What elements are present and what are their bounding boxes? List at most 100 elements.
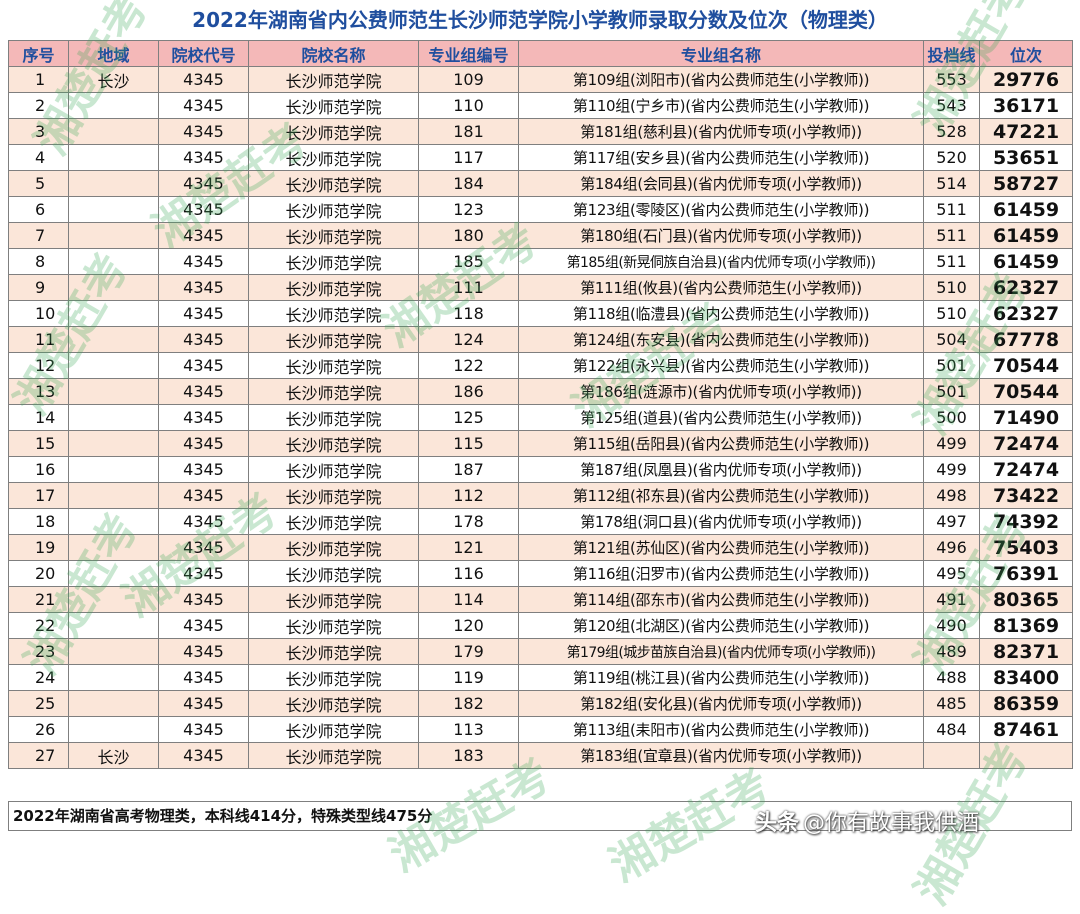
cell-school-name: 长沙师范学院 — [248, 92, 419, 119]
cell-school-name: 长沙师范学院 — [248, 456, 419, 483]
cell-school-code: 4345 — [158, 742, 249, 769]
cell-cutoff-score: 520 — [923, 144, 980, 171]
cell-school-code: 4345 — [158, 690, 249, 717]
cell-index: 23 — [8, 638, 69, 665]
cell-group-name: 第119组(桃江县)(省内公费师范生(小学教师)) — [518, 664, 924, 691]
table-row: 26 4345 长沙师范学院 113 第113组(耒阳市)(省内公费师范生(小学教师))… — [8, 716, 1073, 743]
table-row: 2 4345 长沙师范学院 110 第110组(宁乡市)(省内公费师范生(小学教师)) 5… — [8, 92, 1073, 119]
cell-cutoff-score: 510 — [923, 300, 980, 327]
cell-region — [68, 612, 159, 639]
cell-cutoff-score: 501 — [923, 378, 980, 405]
cell-index: 19 — [8, 534, 69, 561]
cell-cutoff-score: 514 — [923, 170, 980, 197]
column-header-school-code: 院校代号 — [158, 40, 249, 67]
cell-school-name: 长沙师范学院 — [248, 482, 419, 509]
cell-region — [68, 430, 159, 457]
cell-region: 长沙 — [68, 66, 159, 93]
cell-school-name: 长沙师范学院 — [248, 534, 419, 561]
cell-school-name: 长沙师范学院 — [248, 742, 419, 769]
cell-school-code: 4345 — [158, 560, 249, 587]
cell-school-name: 长沙师范学院 — [248, 352, 419, 379]
cell-school-code: 4345 — [158, 92, 249, 119]
table-row: 12 4345 长沙师范学院 122 第122组(永兴县)(省内公费师范生(小学教师))… — [8, 352, 1073, 379]
table-row: 11 4345 长沙师范学院 124 第124组(东安县)(省内公费师范生(小学教师))… — [8, 326, 1073, 353]
cell-rank: 61459 — [979, 248, 1073, 275]
cell-region — [68, 248, 159, 275]
cell-school-code: 4345 — [158, 222, 249, 249]
cell-group-name: 第113组(耒阳市)(省内公费师范生(小学教师)) — [518, 716, 924, 743]
cell-group-name: 第109组(浏阳市)(省内公费师范生(小学教师)) — [518, 66, 924, 93]
cell-group-name: 第111组(攸县)(省内公费师范生(小学教师)) — [518, 274, 924, 301]
cell-rank: 47221 — [979, 118, 1073, 145]
cell-region — [68, 664, 159, 691]
cell-group-name: 第120组(北湖区)(省内公费师范生(小学教师)) — [518, 612, 924, 639]
cell-index: 15 — [8, 430, 69, 457]
cell-group-code: 178 — [418, 508, 519, 535]
cell-school-name: 长沙师范学院 — [248, 716, 419, 743]
cell-school-name: 长沙师范学院 — [248, 66, 419, 93]
cell-group-name: 第185组(新晃侗族自治县)(省内优师专项(小学教师)) — [518, 248, 924, 275]
cell-region — [68, 92, 159, 119]
cell-school-code: 4345 — [158, 118, 249, 145]
table-row: 14 4345 长沙师范学院 125 第125组(道县)(省内公费师范生(小学教师)) 5… — [8, 404, 1073, 431]
cell-school-code: 4345 — [158, 456, 249, 483]
cell-school-code: 4345 — [158, 378, 249, 405]
cell-group-code: 121 — [418, 534, 519, 561]
cell-rank: 80365 — [979, 586, 1073, 613]
cell-rank: 74392 — [979, 508, 1073, 535]
cell-index: 16 — [8, 456, 69, 483]
cell-region — [68, 196, 159, 223]
table-row: 10 4345 长沙师范学院 118 第118组(临澧县)(省内公费师范生(小学教师))… — [8, 300, 1073, 327]
cell-group-code: 115 — [418, 430, 519, 457]
author-handle: @你有故事我供酒 — [803, 811, 980, 836]
cell-rank: 61459 — [979, 222, 1073, 249]
cell-group-code: 125 — [418, 404, 519, 431]
cell-region — [68, 274, 159, 301]
cell-group-code: 114 — [418, 586, 519, 613]
cell-school-code: 4345 — [158, 274, 249, 301]
cell-school-code: 4345 — [158, 508, 249, 535]
cell-region — [68, 560, 159, 587]
cell-group-code: 119 — [418, 664, 519, 691]
cell-index: 22 — [8, 612, 69, 639]
table-row: 16 4345 长沙师范学院 187 第187组(凤凰县)(省内优师专项(小学教师)) 4… — [8, 456, 1073, 483]
cell-region — [68, 638, 159, 665]
cell-cutoff-score: 500 — [923, 404, 980, 431]
cell-group-code: 184 — [418, 170, 519, 197]
cell-group-name: 第112组(祁东县)(省内公费师范生(小学教师)) — [518, 482, 924, 509]
cell-group-name: 第124组(东安县)(省内公费师范生(小学教师)) — [518, 326, 924, 353]
cell-region — [68, 716, 159, 743]
cell-school-code: 4345 — [158, 586, 249, 613]
cell-region — [68, 508, 159, 535]
cell-region — [68, 482, 159, 509]
cell-school-name: 长沙师范学院 — [248, 404, 419, 431]
cell-group-name: 第178组(洞口县)(省内优师专项(小学教师)) — [518, 508, 924, 535]
cell-school-code: 4345 — [158, 248, 249, 275]
cell-index: 5 — [8, 170, 69, 197]
cell-school-name: 长沙师范学院 — [248, 612, 419, 639]
cell-group-code: 123 — [418, 196, 519, 223]
table-row: 25 4345 长沙师范学院 182 第182组(安化县)(省内优师专项(小学教师)) 4… — [8, 690, 1073, 717]
table-row: 1 长沙 4345 长沙师范学院 109 第109组(浏阳市)(省内公费师范生(小学教师)… — [8, 66, 1073, 93]
table-row: 21 4345 长沙师范学院 114 第114组(邵东市)(省内公费师范生(小学教师))… — [8, 586, 1073, 613]
cell-rank: 76391 — [979, 560, 1073, 587]
admission-table: 序号 地域 院校代号 院校名称 专业组编号 专业组名称 投档线 位次 1 长沙 4345 长沙师范学… — [8, 40, 1073, 769]
column-header-rank: 位次 — [979, 40, 1073, 67]
cell-school-name: 长沙师范学院 — [248, 664, 419, 691]
cell-group-name: 第123组(零陵区)(省内公费师范生(小学教师)) — [518, 196, 924, 223]
cell-rank: 29776 — [979, 66, 1073, 93]
cell-cutoff-score: 511 — [923, 248, 980, 275]
cell-school-code: 4345 — [158, 196, 249, 223]
cell-group-name: 第125组(道县)(省内公费师范生(小学教师)) — [518, 404, 924, 431]
cell-school-name: 长沙师范学院 — [248, 690, 419, 717]
column-header-group-name: 专业组名称 — [518, 40, 924, 67]
cell-school-name: 长沙师范学院 — [248, 274, 419, 301]
cell-rank: 70544 — [979, 378, 1073, 405]
table-row: 17 4345 长沙师范学院 112 第112组(祁东县)(省内公费师范生(小学教师))… — [8, 482, 1073, 509]
cell-group-code: 120 — [418, 612, 519, 639]
table-row: 3 4345 长沙师范学院 181 第181组(慈利县)(省内优师专项(小学教师)) 52… — [8, 118, 1073, 145]
cell-rank: 58727 — [979, 170, 1073, 197]
table-row: 27 长沙 4345 长沙师范学院 183 第183组(宜章县)(省内优师专项(小学教师)… — [8, 742, 1073, 769]
cell-cutoff-score: 484 — [923, 716, 980, 743]
cell-index: 17 — [8, 482, 69, 509]
